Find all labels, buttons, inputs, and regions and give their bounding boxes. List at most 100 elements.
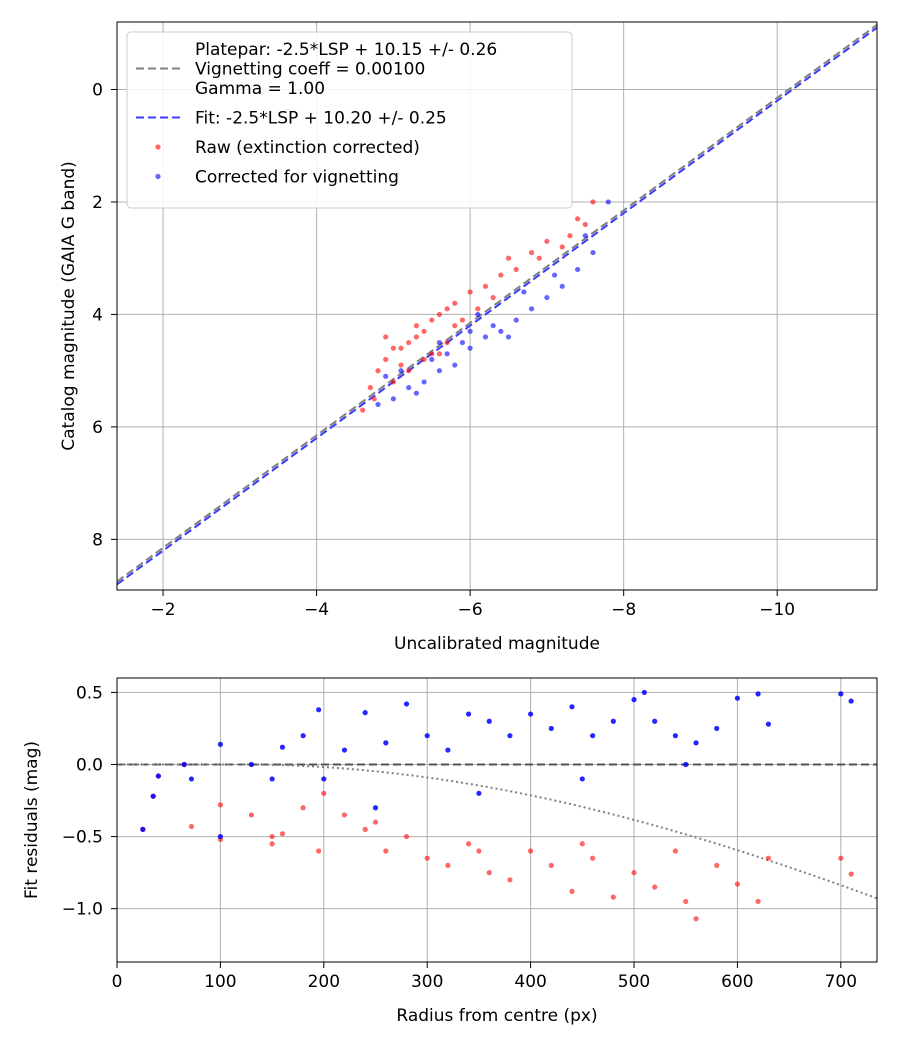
bottom-data-point xyxy=(248,812,255,818)
bottom-data-point xyxy=(486,870,492,876)
bottom-data-point xyxy=(155,773,161,779)
top-data-point xyxy=(436,339,443,346)
legend-label: Platepar: -2.5*LSP + 10.15 +/- 0.26 xyxy=(195,40,497,60)
top-data-point xyxy=(505,255,512,261)
bottom-data-point xyxy=(321,776,327,782)
top-data-point xyxy=(436,368,443,374)
bottom-xtick-label: 200 xyxy=(308,972,340,992)
top-data-point xyxy=(452,362,458,368)
top-data-point xyxy=(406,368,412,374)
top-scatter-points xyxy=(360,199,611,413)
top-data-point xyxy=(371,396,377,402)
bottom-data-point xyxy=(279,744,286,750)
top-xtick-label: −6 xyxy=(458,600,483,620)
top-data-point xyxy=(559,283,565,289)
bottom-ytick-label: −0.5 xyxy=(62,828,103,848)
bottom-ytick-label: 0.5 xyxy=(76,683,103,703)
top-data-point xyxy=(444,306,450,312)
bottom-data-point xyxy=(279,831,286,837)
bottom-data-point xyxy=(848,698,854,704)
top-data-point xyxy=(575,266,581,273)
top-data-point xyxy=(398,362,404,368)
bottom-data-point xyxy=(341,812,348,818)
top-data-point xyxy=(551,272,558,278)
bottom-data-point xyxy=(548,725,554,732)
bottom-ticks: 0 100 200 300 400 500 600 700 0.5 0.0 −0.5 −1.0 xyxy=(62,683,857,992)
top-data-point xyxy=(467,289,473,295)
bottom-data-point xyxy=(269,841,275,847)
bottom-reference-lines xyxy=(117,763,877,900)
bottom-data-point xyxy=(610,894,616,900)
top-data-point xyxy=(482,334,489,340)
top-data-point xyxy=(567,233,573,239)
bottom-data-point xyxy=(424,855,430,861)
legend-box xyxy=(126,31,573,209)
bottom-data-point xyxy=(838,691,844,697)
top-data-point xyxy=(528,306,535,312)
bottom-xtick-label: 700 xyxy=(825,972,857,992)
top-data-point xyxy=(452,300,458,306)
top-data-point xyxy=(452,323,458,329)
legend-label: Corrected for vignetting xyxy=(195,168,399,188)
bottom-data-point xyxy=(652,718,658,724)
top-data-point xyxy=(436,351,443,357)
bottom-data-point xyxy=(734,881,741,887)
top-data-point xyxy=(413,323,419,329)
bottom-data-point xyxy=(590,733,596,739)
top-data-point xyxy=(536,255,542,261)
bottom-data-point xyxy=(465,841,472,847)
top-ytick-label: 8 xyxy=(92,530,103,550)
top-data-point xyxy=(605,199,611,205)
bottom-vignetting-curve xyxy=(117,763,877,900)
top-data-point xyxy=(413,390,419,396)
top-xlabel: Uncalibrated magnitude xyxy=(394,634,600,654)
bottom-data-point xyxy=(672,848,678,854)
top-data-point xyxy=(406,384,412,391)
top-data-point xyxy=(490,323,496,329)
bottom-data-point xyxy=(765,721,772,727)
bottom-data-point xyxy=(372,805,379,811)
bottom-data-point xyxy=(714,862,720,869)
bottom-data-point xyxy=(507,733,513,739)
top-data-point xyxy=(582,221,588,228)
top-data-point xyxy=(590,249,596,256)
bottom-data-point xyxy=(641,689,647,696)
bottom-data-point xyxy=(403,701,410,707)
bottom-data-point xyxy=(486,718,492,724)
legend-label: Gamma = 1.00 xyxy=(195,79,325,99)
top-fit-line xyxy=(117,26,877,586)
bottom-data-point xyxy=(755,691,761,697)
top-data-point xyxy=(521,289,527,295)
top-xtick-label: −4 xyxy=(304,600,329,620)
bottom-data-point xyxy=(683,898,689,905)
top-data-point xyxy=(498,328,504,334)
bottom-scatter-points xyxy=(140,689,854,922)
bottom-data-point xyxy=(734,695,741,701)
top-data-point xyxy=(406,339,412,346)
top-data-point xyxy=(590,199,596,205)
bottom-data-point xyxy=(476,848,482,854)
top-data-point xyxy=(390,379,396,385)
bottom-data-point xyxy=(217,833,224,840)
bottom-xtick-label: 300 xyxy=(411,972,443,992)
top-data-point xyxy=(413,334,419,340)
top-data-point xyxy=(360,407,366,413)
top-ylabel: Catalog magnitude (GAIA G band) xyxy=(59,161,79,451)
top-ytick-label: 6 xyxy=(92,418,103,438)
top-data-point xyxy=(383,356,389,363)
bottom-data-point xyxy=(610,718,616,724)
bottom-grid xyxy=(116,678,877,962)
top-data-point xyxy=(390,345,396,351)
top-xtick-label: −8 xyxy=(611,600,636,620)
top-data-point xyxy=(367,384,373,391)
bottom-data-point xyxy=(693,740,699,746)
bottom-data-point xyxy=(569,704,575,710)
top-data-point xyxy=(429,317,435,323)
bottom-data-point xyxy=(528,711,534,717)
top-data-point xyxy=(375,401,381,408)
top-data-point xyxy=(513,266,519,273)
bottom-data-point xyxy=(445,862,451,869)
bottom-data-point xyxy=(316,707,322,713)
top-fit-lines xyxy=(117,24,877,586)
bottom-data-point xyxy=(248,761,255,768)
